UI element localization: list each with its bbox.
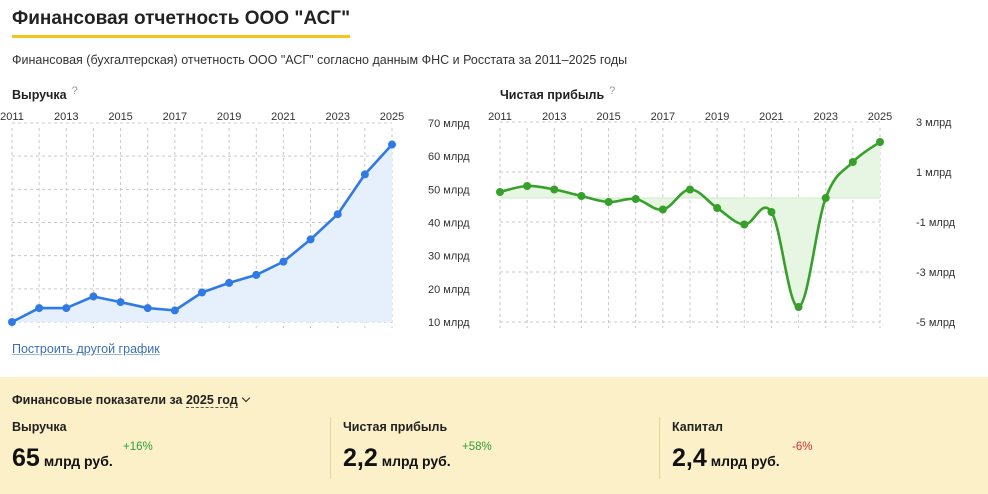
data-point[interactable] <box>89 292 98 301</box>
year-selector[interactable]: 2025 год <box>185 393 238 408</box>
series-area <box>12 144 392 322</box>
y-tick-label: 70 млрд <box>428 118 470 130</box>
data-point[interactable] <box>252 270 261 279</box>
y-tick-label: 20 млрд <box>428 284 470 296</box>
x-tick-label: 2019 <box>217 111 241 123</box>
metric-value: 2,4 млрд руб. <box>672 444 780 473</box>
metric-revenue: Выручка 65 млрд руб. +16% <box>0 417 330 479</box>
metric-change: +16% <box>123 441 153 453</box>
metric-label: Чистая прибыль <box>343 420 448 434</box>
metric-number: 2,4 <box>672 444 707 472</box>
data-point[interactable] <box>360 170 369 179</box>
data-point[interactable] <box>333 210 342 219</box>
year-selector-label: 2025 год <box>185 393 238 407</box>
data-point[interactable] <box>62 304 71 313</box>
x-tick-label: 2017 <box>163 111 187 123</box>
x-tick-label: 2023 <box>325 111 349 123</box>
metric-label: Капитал <box>672 420 723 434</box>
data-point[interactable] <box>388 140 396 149</box>
financial-indicators-panel: Финансовые показатели за 2025 год Выручк… <box>0 377 988 494</box>
metric-change: +58% <box>462 441 492 453</box>
data-point[interactable] <box>116 298 125 307</box>
data-point[interactable] <box>225 278 234 287</box>
data-point[interactable] <box>198 288 206 297</box>
panel-header-prefix: Финансовые показатели за <box>12 393 183 407</box>
data-point[interactable] <box>170 306 179 315</box>
x-tick-label: 2011 <box>0 111 24 123</box>
revenue-help-icon[interactable]: ? <box>71 85 78 97</box>
metric-unit: млрд руб. <box>710 453 780 469</box>
y-tick-label: 40 млрд <box>428 218 470 230</box>
y-tick-label: 30 млрд <box>428 251 470 263</box>
metric-unit: млрд руб. <box>381 453 451 469</box>
x-tick-label: 2015 <box>108 111 132 123</box>
metric-number: 2,2 <box>343 444 378 472</box>
metric-capital: Капитал 2,4 млрд руб. -6% <box>659 417 988 479</box>
data-point[interactable] <box>35 304 44 313</box>
build-another-chart-link[interactable]: Построить другой график <box>12 342 160 356</box>
y-tick-label: 50 млрд <box>428 184 470 196</box>
profit-help-icon[interactable]: ? <box>609 85 616 97</box>
page-title: Финансовая отчетность ООО "АСГ" <box>12 8 351 38</box>
page-subtitle: Финансовая (бухгалтерская) отчетность ОО… <box>12 53 628 67</box>
metric-label: Выручка <box>12 420 67 434</box>
revenue-chart-title-text: Выручка <box>12 88 67 103</box>
y-tick-label: 10 млрд <box>428 317 470 329</box>
data-point[interactable] <box>8 318 16 326</box>
revenue-chart-title: Выручка? <box>12 85 78 102</box>
x-tick-label: 2021 <box>271 111 295 123</box>
data-point[interactable] <box>143 304 152 313</box>
x-tick-label: 2013 <box>54 111 78 123</box>
metric-net-profit: Чистая прибыль 2,2 млрд руб. +58% <box>330 417 659 479</box>
metric-number: 65 <box>12 444 40 472</box>
metric-unit: млрд руб. <box>43 453 113 469</box>
metric-value: 65 млрд руб. <box>12 444 113 473</box>
profit-chart-title-text: Чистая прибыль <box>500 88 605 103</box>
data-point[interactable] <box>306 235 315 244</box>
chevron-down-icon[interactable] <box>241 393 250 403</box>
panel-header: Финансовые показатели за 2025 год <box>12 393 250 408</box>
data-point[interactable] <box>279 257 288 266</box>
metric-change: -6% <box>792 441 813 453</box>
y-tick-label: 60 млрд <box>428 151 470 163</box>
x-tick-label: 2025 <box>380 111 404 123</box>
profit-chart-title: Чистая прибыль? <box>500 85 615 102</box>
metric-value: 2,2 млрд руб. <box>343 444 451 473</box>
